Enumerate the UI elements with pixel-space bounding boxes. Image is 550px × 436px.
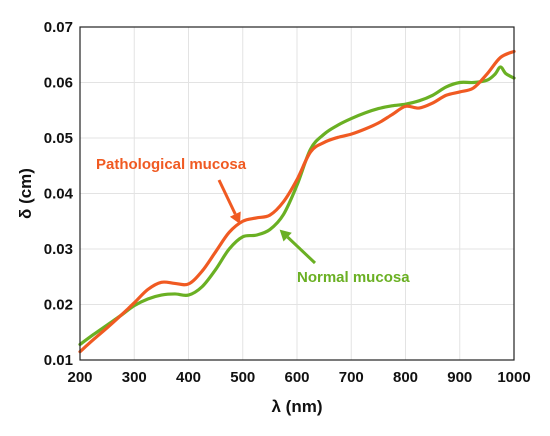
y-axis-label: δ (cm) [16, 168, 35, 219]
x-tick-label: 800 [393, 369, 418, 386]
x-tick-label: 600 [284, 369, 309, 386]
x-tick-label: 300 [122, 369, 147, 386]
plot-frame [79, 26, 515, 361]
arrow-pathological-mucosa [217, 179, 237, 215]
arrowhead-pathological-mucosa [229, 211, 241, 225]
y-tick-label: 0.05 [44, 130, 73, 147]
y-tick-label: 0.01 [44, 352, 73, 369]
series-line-pathological-mucosa [78, 49, 516, 354]
y-tick-labels: 0.01 0.02 0.03 0.04 0.05 0.06 0.07 [44, 19, 74, 369]
arrow-normal-mucosa [286, 236, 317, 265]
x-tick-label: 1000 [497, 369, 530, 386]
y-tick-label: 0.03 [44, 241, 73, 258]
annotation-normal-mucosa: Normal mucosa [297, 269, 410, 286]
x-tick-label: 400 [176, 369, 201, 386]
annotation-pathological-mucosa: Pathological mucosa [96, 156, 247, 173]
annotations: Pathological mucosa Normal mucosa [96, 156, 410, 286]
series-line-normal-mucosa [78, 65, 516, 347]
x-tick-label: 200 [67, 369, 92, 386]
x-tick-label: 700 [339, 369, 364, 386]
x-axis-label: λ (nm) [272, 397, 323, 416]
x-tick-label: 900 [447, 369, 472, 386]
x-tick-labels: 200 300 400 500 600 700 800 900 1000 [67, 369, 530, 386]
y-tick-label: 0.02 [44, 297, 73, 314]
y-tick-label: 0.06 [44, 75, 73, 92]
y-tick-label: 0.07 [44, 19, 73, 36]
y-tick-label: 0.04 [44, 186, 74, 203]
grid-lines [80, 27, 514, 360]
series-lines [78, 49, 516, 354]
x-tick-label: 500 [230, 369, 255, 386]
arrowhead-normal-mucosa [279, 229, 292, 242]
